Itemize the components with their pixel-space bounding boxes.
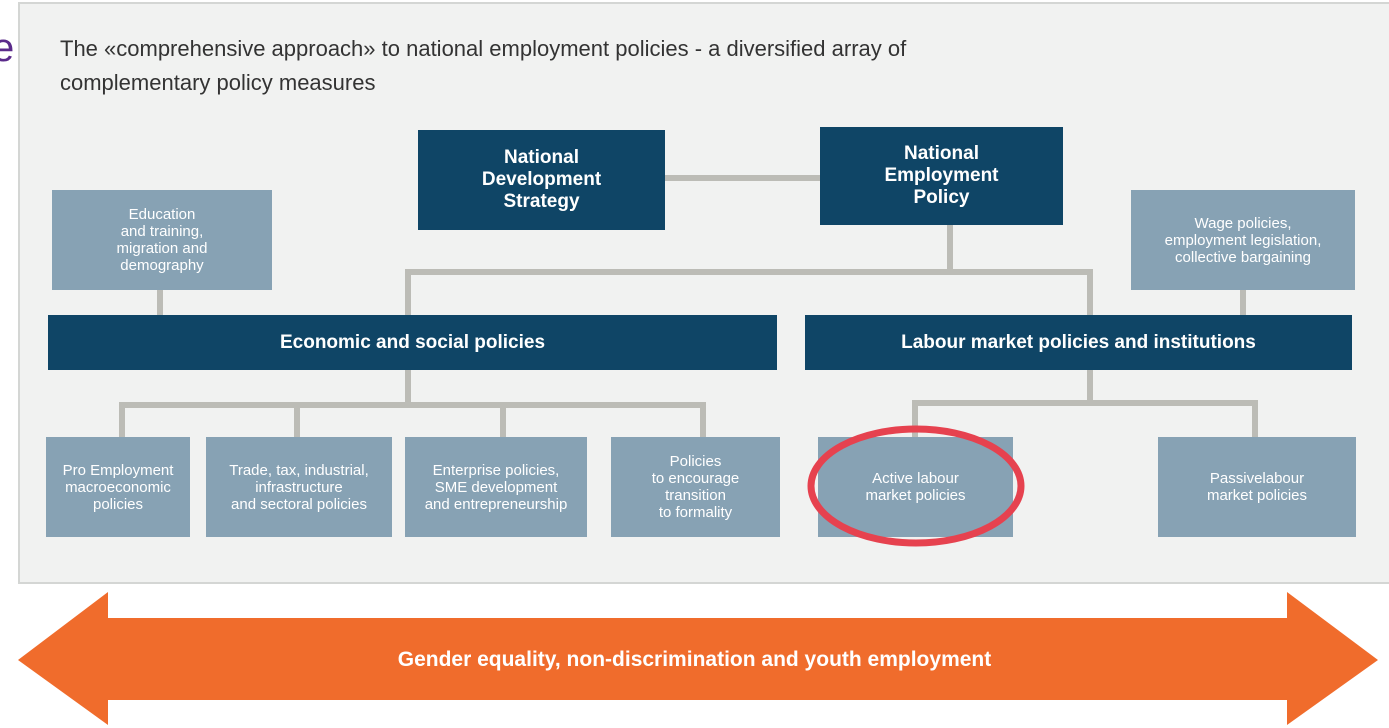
node-box: Active labour market policies: [818, 437, 1013, 537]
node-label: Active labour: [872, 470, 959, 487]
cut-text: e: [0, 26, 15, 70]
node-label: Policies: [669, 453, 722, 470]
node-box: Trade, tax, industrial, infrastructure and…: [206, 437, 392, 537]
node-box: Passivelabour market policies: [1158, 437, 1356, 537]
node-label: and entrepreneurship: [424, 495, 568, 513]
node-label: market policies: [865, 487, 966, 504]
node-label: employment legislation,: [1164, 231, 1322, 249]
connector-lines: [119, 175, 1258, 437]
title: The «comprehensive approach» to national…: [60, 32, 906, 100]
node-box: Pro Employment macroeconomic policies: [46, 437, 190, 537]
title-line: The «comprehensive approach» to national…: [60, 36, 907, 61]
node-label: Trade, tax, industrial,: [229, 461, 369, 479]
node-label: Passivelabour: [1209, 470, 1305, 487]
node-box: Economic and social policies: [48, 315, 777, 370]
node-label: SME development: [434, 478, 558, 496]
node-label: to formality: [658, 504, 733, 521]
node-label: Wage policies,: [1194, 214, 1292, 232]
node-label: Employment: [884, 165, 999, 186]
node-label: Policy: [913, 187, 970, 208]
node-box: Labour market policies and institutions: [805, 315, 1352, 370]
node-label: National: [504, 147, 579, 168]
node-label: macroeconomic: [65, 478, 171, 496]
node-label: policies: [92, 495, 144, 513]
node-label: Pro Employment: [62, 461, 174, 479]
node-box: National Employment Policy: [820, 127, 1063, 225]
node-label: migration and: [116, 240, 208, 257]
node-label: National: [904, 143, 979, 164]
node-label: collective bargaining: [1175, 248, 1311, 266]
node-label: Education: [128, 206, 196, 223]
node-label: Labour market policies and institutions: [901, 331, 1256, 353]
node-box: Policies to encourage transition to formali…: [611, 437, 780, 537]
node-label: Development: [481, 169, 602, 190]
node-label: transition: [665, 487, 726, 504]
node-box: Enterprise policies, SME development and e…: [405, 437, 587, 537]
node-box: National Development Strategy: [418, 130, 665, 230]
node-label: Strategy: [503, 191, 580, 212]
node-label: to encourage: [651, 470, 740, 487]
node-box: Wage policies, employment legislation, col…: [1131, 190, 1355, 290]
title-line: complementary policy measures: [60, 70, 376, 95]
arrow-label: Gender equality, non-discrimination and …: [397, 648, 992, 671]
node-label: demography: [120, 257, 204, 274]
node-label: Enterprise policies,: [432, 461, 560, 479]
node-label: infrastructure: [255, 478, 343, 496]
node-label: market policies: [1206, 487, 1308, 504]
double-arrow: [18, 592, 1378, 725]
node-label: Economic and social policies: [279, 331, 546, 353]
node-label: and training,: [120, 223, 204, 240]
node-label: and sectoral policies: [231, 495, 367, 513]
node-box: Education and training, migration and demog…: [52, 190, 272, 290]
